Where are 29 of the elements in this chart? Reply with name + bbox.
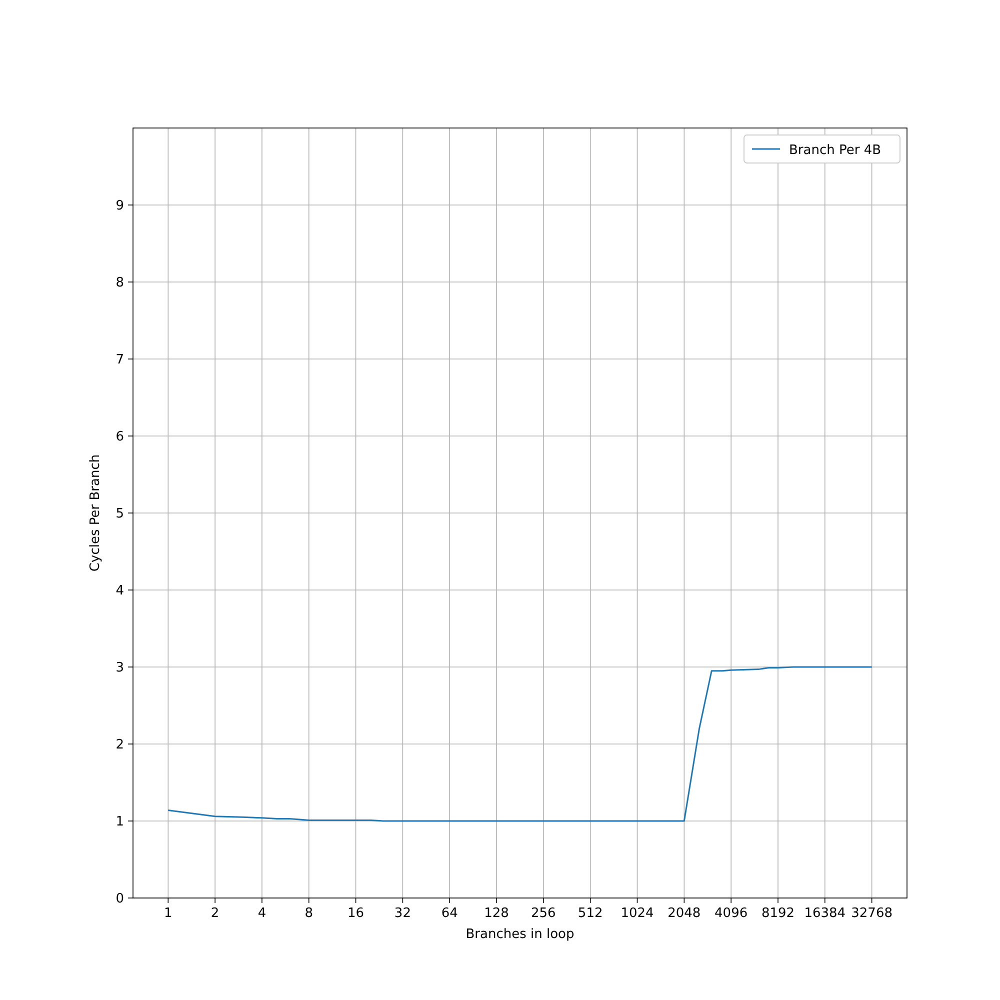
legend-label: Branch Per 4B — [789, 143, 882, 158]
x-tick-label: 8192 — [761, 906, 795, 921]
y-tick-label: 2 — [116, 738, 124, 752]
x-tick-label: 1024 — [620, 906, 654, 921]
y-tick-label: 3 — [116, 660, 124, 676]
x-tick-label: 2 — [210, 906, 220, 921]
x-tick-label: 4 — [258, 906, 266, 921]
y-tick-label: 1 — [116, 814, 124, 830]
x-tick-label: 128 — [484, 906, 509, 921]
y-tick-label: 0 — [116, 892, 124, 906]
x-tick-label: 256 — [531, 906, 556, 921]
y-tick-label: 8 — [116, 276, 124, 290]
x-tick-label: 32 — [394, 906, 411, 921]
x-tick-label: 8 — [304, 906, 314, 921]
y-tick-label: 9 — [116, 198, 124, 214]
x-tick-label: 2048 — [668, 906, 701, 921]
y-tick-label: 6 — [116, 430, 124, 444]
y-axis-title: Cycles Per Branch — [88, 454, 103, 572]
x-tick-label: 32768 — [851, 906, 892, 921]
x-tick-label: 512 — [578, 906, 603, 921]
y-tick-label: 5 — [116, 506, 124, 522]
x-tick-label: 1 — [164, 906, 172, 921]
x-tick-label: 16384 — [804, 906, 846, 921]
x-tick-label: 16 — [348, 906, 364, 921]
x-tick-label: 64 — [441, 906, 458, 921]
y-tick-label: 4 — [116, 584, 124, 598]
x-axis-title: Branches in loop — [466, 927, 574, 942]
x-tick-label: 4096 — [714, 906, 748, 921]
y-tick-label: 7 — [116, 352, 124, 368]
